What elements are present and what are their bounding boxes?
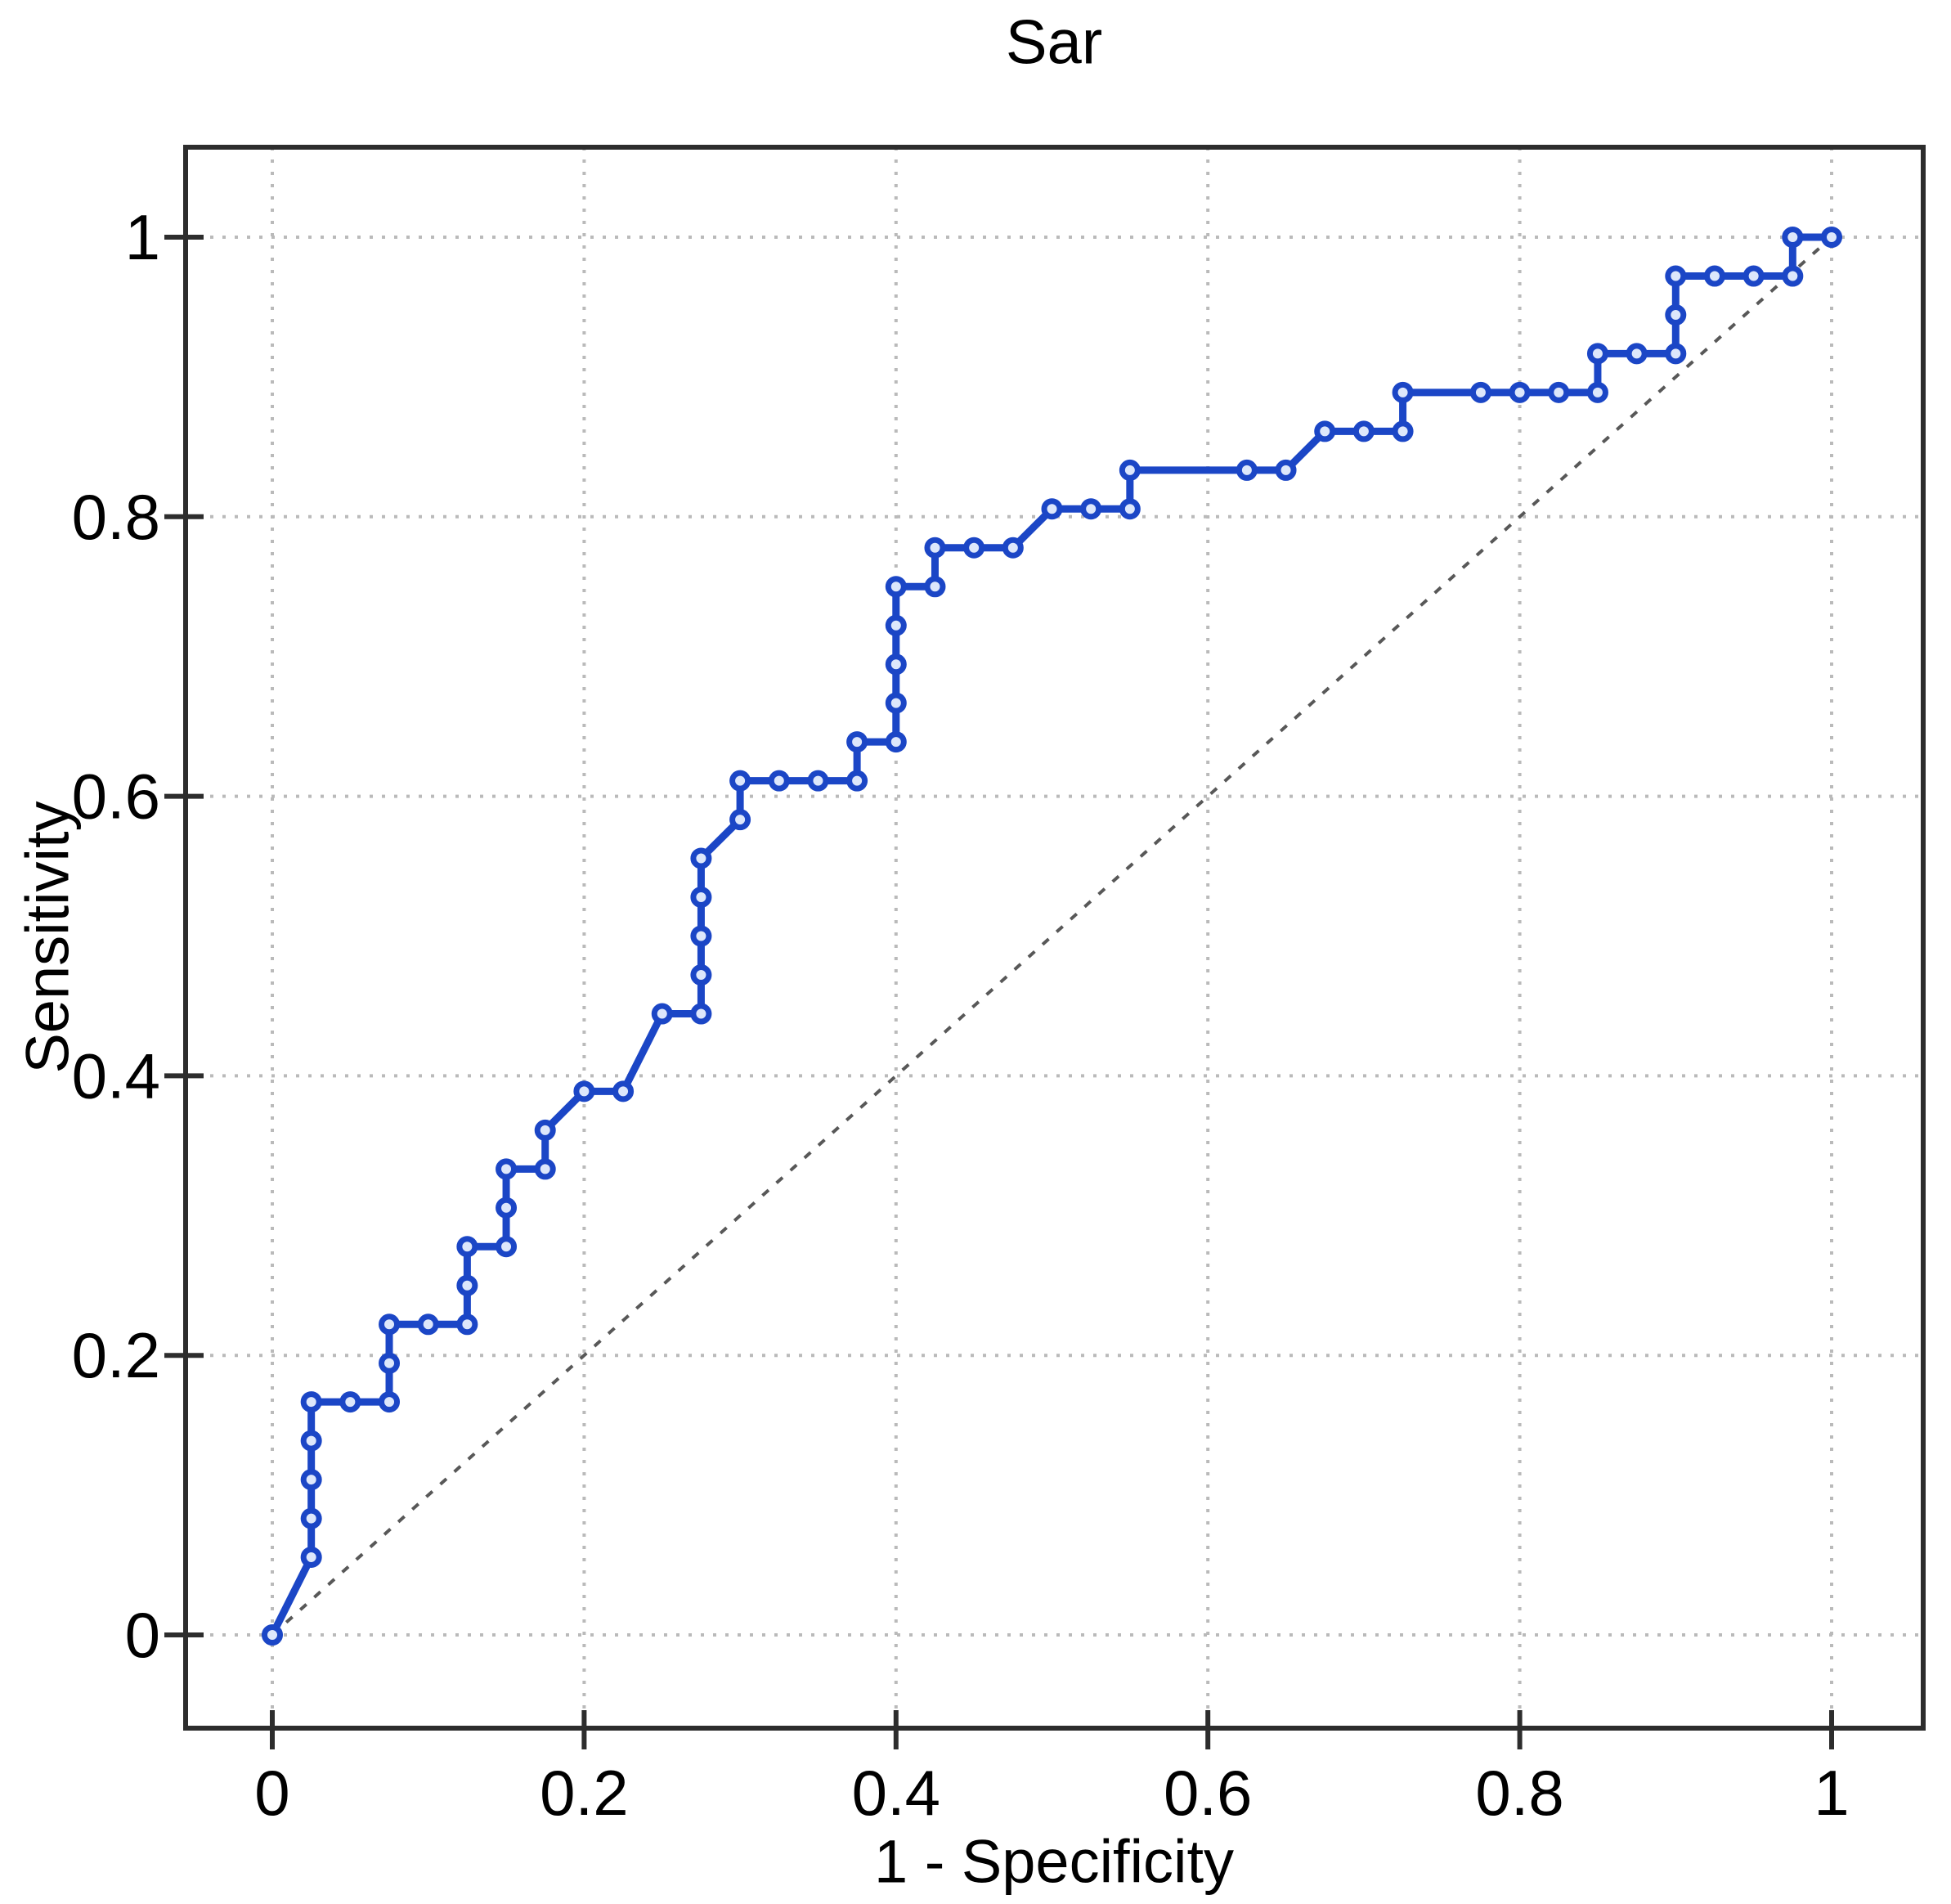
roc-data-point <box>1548 381 1570 403</box>
y-tick-label-0.8: 0.8 <box>72 481 160 553</box>
roc-data-point <box>496 1236 518 1258</box>
roc-data-point <box>496 1197 518 1219</box>
roc-data-point <box>690 1003 712 1025</box>
y-tick-label-1: 1 <box>125 201 160 273</box>
roc-data-point <box>379 1391 401 1413</box>
roc-data-point <box>1626 343 1648 365</box>
x-tick-label-0.6: 0.6 <box>1164 1757 1252 1829</box>
roc-data-point <box>690 886 712 908</box>
x-tick-label-1: 1 <box>1814 1757 1849 1829</box>
roc-data-point <box>885 692 907 714</box>
roc-data-point <box>1352 420 1375 442</box>
roc-data-point <box>846 770 868 792</box>
roc-data-point <box>1665 343 1687 365</box>
roc-data-point <box>1742 265 1765 287</box>
plot-border <box>183 145 1926 1731</box>
roc-data-point <box>1665 265 1687 287</box>
roc-data-point <box>379 1352 401 1374</box>
roc-data-point <box>924 576 946 598</box>
roc-data-point <box>300 1430 322 1452</box>
roc-data-point <box>612 1080 635 1102</box>
x-axis-title: 1 - Specificity <box>874 1828 1234 1896</box>
roc-data-point <box>1509 381 1531 403</box>
y-tick-label-0.2: 0.2 <box>72 1319 160 1391</box>
x-tick-label-0.4: 0.4 <box>852 1757 940 1829</box>
roc-data-point <box>885 731 907 753</box>
roc-data-point <box>300 1507 322 1529</box>
roc-data-point <box>456 1274 478 1296</box>
reference-line <box>271 236 1833 1637</box>
chart-title: Sar <box>1006 8 1102 78</box>
roc-data-point <box>1665 304 1687 326</box>
roc-data-point <box>885 614 907 636</box>
x-tick-label-0.8: 0.8 <box>1475 1757 1563 1829</box>
reference-diagonal-line <box>271 236 1833 1637</box>
x-tick-label-0: 0 <box>254 1757 289 1829</box>
roc-data-point <box>1275 459 1297 481</box>
roc-data-point <box>1703 265 1725 287</box>
roc-data-point <box>924 537 946 559</box>
roc-data-point <box>1469 381 1491 403</box>
x-axis-tick-labels: 0 0.2 0.4 0.6 0.8 1 <box>254 1757 1849 1829</box>
roc-data-point <box>729 809 751 831</box>
roc-data-point <box>456 1313 478 1336</box>
roc-data-point <box>534 1158 556 1180</box>
x-tick-label-0.2: 0.2 <box>540 1757 628 1829</box>
roc-data-point <box>1041 498 1063 520</box>
roc-data-point <box>379 1313 401 1336</box>
roc-data-point <box>339 1391 361 1413</box>
roc-data-point <box>1002 537 1024 559</box>
roc-data-point <box>262 1624 283 1646</box>
roc-data-point <box>456 1236 478 1258</box>
roc-data-point <box>300 1469 322 1491</box>
roc-data-point <box>1586 343 1608 365</box>
roc-data-point <box>1782 227 1804 248</box>
y-tick-label-0: 0 <box>125 1599 160 1671</box>
y-axis-tick-labels: 0 0.2 0.4 0.6 0.8 1 <box>72 201 160 1671</box>
roc-data-point <box>1392 381 1414 403</box>
gridlines <box>186 147 1923 1728</box>
roc-data-point <box>846 731 868 753</box>
roc-data-point <box>573 1080 595 1102</box>
roc-data-point <box>1236 459 1258 481</box>
roc-data-point <box>1821 227 1842 248</box>
axis-ticks <box>164 235 1834 1749</box>
roc-data-point <box>963 537 985 559</box>
y-tick-label-0.4: 0.4 <box>72 1040 160 1111</box>
roc-data-point <box>300 1391 322 1413</box>
roc-data-point <box>1080 498 1102 520</box>
roc-data-point <box>534 1119 556 1141</box>
roc-data-point <box>1392 420 1414 442</box>
roc-data-point <box>690 925 712 947</box>
roc-data-point <box>300 1546 322 1568</box>
roc-data-point <box>1119 459 1141 481</box>
roc-data-point <box>690 964 712 986</box>
roc-data-point <box>651 1003 673 1025</box>
roc-data-point <box>885 653 907 676</box>
roc-data-point <box>729 770 751 792</box>
roc-data-point <box>768 770 790 792</box>
roc-data-point <box>885 576 907 598</box>
roc-curve-markers <box>262 227 1842 1646</box>
roc-data-point <box>1314 420 1336 442</box>
roc-data-point <box>690 847 712 869</box>
roc-data-point <box>417 1313 439 1336</box>
roc-data-point <box>1586 381 1608 403</box>
roc-data-point <box>807 770 829 792</box>
y-axis-title: Sensitivity <box>14 801 82 1073</box>
roc-data-point <box>1119 498 1141 520</box>
roc-data-point <box>496 1158 518 1180</box>
roc-data-point <box>1782 265 1804 287</box>
y-tick-label-0.6: 0.6 <box>72 761 160 833</box>
